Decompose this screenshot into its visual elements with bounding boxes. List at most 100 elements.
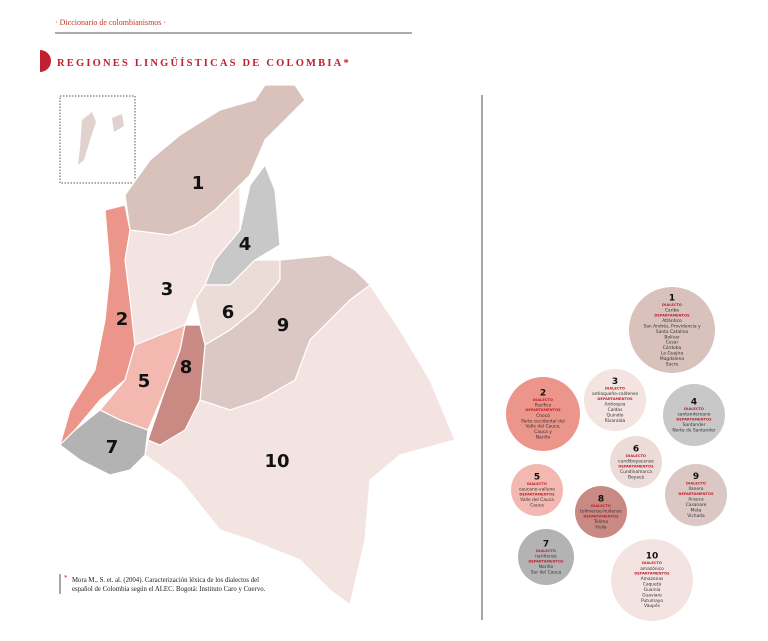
map-labels: 1 2 3 4 5 6 7 8 9 10 [106, 173, 290, 472]
legend-value: llanero [688, 486, 703, 492]
legend-circle [610, 436, 662, 488]
legend-value: Vichada [687, 513, 705, 519]
legend-label: DIALECTO [642, 561, 662, 565]
legend-value: Bolívar [664, 333, 679, 340]
legend-circle [584, 369, 646, 431]
legend-value: Córdoba [663, 344, 682, 351]
footnote-marker: * [64, 574, 68, 582]
legend-value: Nariño [539, 564, 554, 570]
legend-value: Santa Catalina [656, 329, 688, 335]
legend-value: Risaralda [605, 418, 626, 424]
legend-number: 5 [534, 472, 540, 482]
legend-value: Cesar [666, 340, 679, 346]
legend-value: tolimense-huilense [580, 509, 622, 515]
legend-value: Santander [683, 422, 706, 428]
legend-value: Caldas [608, 407, 623, 413]
legend-value: Putumayo [641, 598, 663, 604]
title-text: REGIONES LINGÜÍSTICAS DE COLOMBIA [57, 56, 343, 69]
legend-value: Meta [691, 507, 702, 513]
legend-value: amazónico [640, 565, 664, 572]
region-number: 8 [180, 357, 193, 378]
legend-value: Sur del Cauca [531, 569, 562, 575]
legend-value: Parte occidental del [521, 418, 565, 424]
region-number: 10 [264, 451, 289, 472]
legend-value: Tolima [593, 519, 608, 525]
region-number: 2 [116, 309, 129, 330]
legend-value: Boyacá [628, 473, 644, 480]
region-number: 6 [222, 302, 235, 323]
title-asterisk: * [343, 58, 350, 69]
legend-value: Magdalena [660, 356, 684, 362]
legend-value: Caribe [665, 308, 680, 314]
legend-label: DIALECTO [527, 482, 547, 486]
legend-circle [511, 464, 563, 516]
legend-circle [611, 539, 693, 621]
legend-value: Valle del Cauca [520, 497, 554, 503]
legend-label: DEPARTAMENTOS [597, 397, 633, 401]
legend-label: DIALECTO [605, 387, 625, 391]
legend-value: nariñense [535, 554, 557, 560]
title: REGIONES LINGÜÍSTICAS DE COLOMBIA* [57, 56, 351, 69]
legend-value: antioqueño-caldense [592, 391, 638, 397]
title-marker-shape [40, 50, 51, 72]
region-number: 9 [277, 315, 290, 336]
legend-value: Huila [595, 524, 607, 530]
legend-value: Arauca [688, 497, 704, 503]
legend-number: 7 [543, 539, 549, 549]
legend-label: DIALECTO [536, 549, 556, 553]
legend-value: santandereano [677, 412, 710, 418]
legend-value: Caquetá [643, 581, 662, 588]
legend-value: caucano-valluno [519, 487, 555, 493]
footnote-line: Mora M., S. et. al. (2004). Caracterizac… [72, 577, 259, 584]
legend-value: Casanare [686, 502, 707, 508]
legend-value: Valle del Cauca, [525, 424, 560, 430]
region-number: 3 [161, 279, 174, 300]
legend-value: Guaviare [642, 592, 662, 598]
legend-value: Atlántico [662, 317, 682, 324]
legend-value: San Andrés, Providencia y [643, 323, 700, 330]
region-number: 7 [106, 437, 119, 458]
legend-value: Sucre [666, 361, 679, 367]
running-title: · Diccionario de colombianismos · [55, 18, 166, 27]
legend-value: Quindío [607, 411, 624, 418]
legend-value: Amazonas [641, 576, 664, 582]
inset-frame [59, 95, 136, 184]
legend-value: Chocó [536, 412, 550, 419]
legend-circle [663, 384, 725, 446]
legend-label: DIALECTO [662, 303, 682, 307]
legend-label: DIALECTO [591, 504, 611, 508]
region-number: 5 [138, 371, 151, 392]
region-2 [58, 204, 136, 448]
legend-circle [518, 529, 574, 585]
legend-label: DIALECTO [626, 454, 646, 458]
legend-label: DEPARTAMENTOS [634, 572, 670, 576]
region-legend: 1DIALECTOCaribeDEPARTAMENTOSAtlánticoSan… [506, 287, 727, 621]
legend-label: DIALECTO [533, 398, 553, 402]
legend-number: 10 [646, 552, 659, 562]
legend-label: DIALECTO [684, 407, 704, 411]
inset-island [112, 114, 124, 132]
legend-circle [665, 464, 727, 526]
region-9 [199, 254, 371, 411]
legend-number: 4 [691, 397, 697, 407]
legend-number: 1 [669, 294, 675, 304]
footnote-line: español de Colombia según el ALEC. Bogot… [72, 586, 266, 593]
legend-label: DEPARTAMENTOS [676, 417, 712, 421]
legend-value: cundiboyacense [618, 459, 654, 465]
legend-number: 2 [540, 388, 546, 398]
legend-value: Cauca [530, 502, 544, 508]
legend-value: Pacífico [535, 402, 552, 409]
legend-circle [629, 287, 715, 373]
legend-circle [575, 486, 627, 538]
legend-label: DEPARTAMENTOS [583, 514, 619, 518]
legend-value: Vaupés [644, 602, 661, 609]
legend-label: DEPARTAMENTOS [525, 408, 561, 412]
legend-label: DEPARTAMENTOS [528, 559, 564, 563]
legend-number: 6 [633, 444, 639, 454]
region-number: 4 [239, 234, 252, 255]
legend-value: La Guajira [661, 351, 684, 357]
region-5 [99, 324, 186, 431]
legend-value: Nariño [536, 435, 551, 441]
legend-label: DIALECTO [686, 482, 706, 486]
